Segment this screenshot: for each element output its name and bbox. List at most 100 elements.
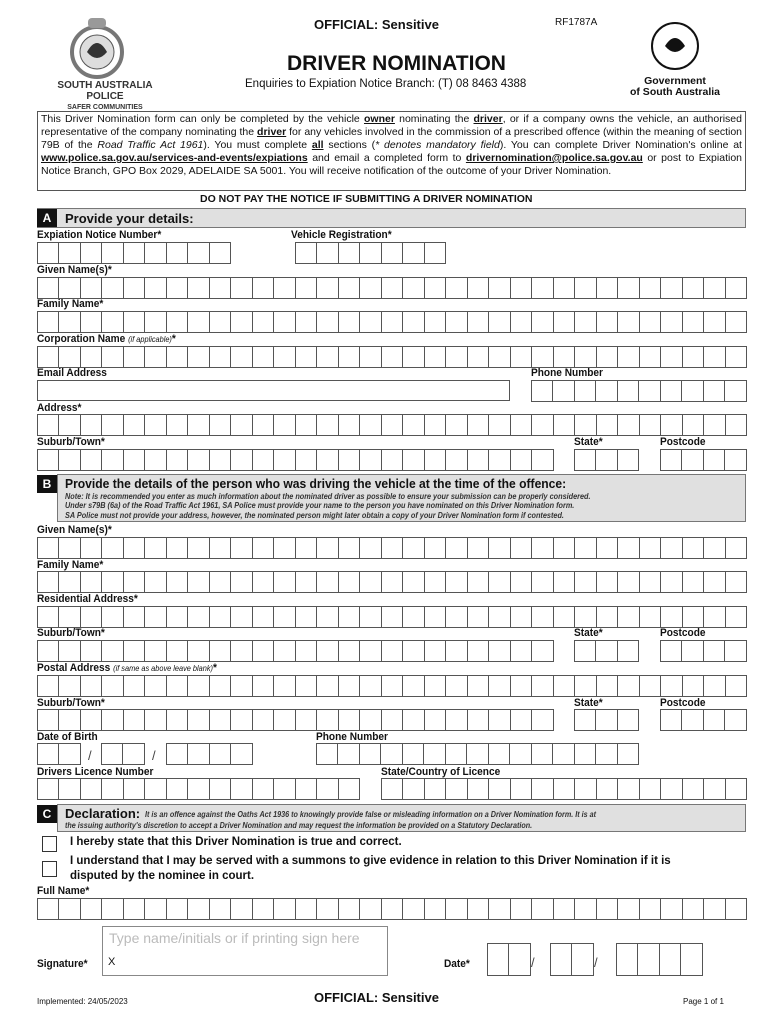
a-given-names-cell[interactable] [337, 277, 361, 299]
b-postal-cell[interactable] [552, 675, 576, 697]
a-address-cell[interactable] [574, 414, 597, 436]
a-address-cell[interactable] [724, 414, 747, 436]
a-corporation-name-cell[interactable] [58, 346, 81, 368]
b-licence-cell[interactable] [294, 778, 318, 800]
b-licence-state-cell[interactable] [660, 778, 683, 800]
b-licence-cell[interactable] [273, 778, 296, 800]
a-suburb-cell[interactable] [531, 449, 554, 471]
b-postal-cell[interactable] [531, 675, 554, 697]
a-address-cell[interactable] [37, 414, 60, 436]
a-corporation-name-cell[interactable] [445, 346, 468, 368]
a-state-cell[interactable] [595, 449, 618, 471]
b-suburb-2-cell[interactable] [509, 709, 533, 731]
b-postcode-cell[interactable] [660, 640, 683, 662]
b-postal-cell[interactable] [445, 675, 468, 697]
a-address-cell[interactable] [359, 414, 382, 436]
b-postcode-cell[interactable] [681, 640, 704, 662]
email-link[interactable]: drivernomination@police.sa.gov.au [465, 152, 643, 164]
a-suburb-cell[interactable] [101, 449, 124, 471]
b-postal-cell[interactable] [337, 675, 361, 697]
b-given-names-cell[interactable] [531, 537, 554, 559]
b-family-name-cell[interactable] [402, 571, 425, 593]
b-given-names-cell[interactable] [703, 537, 726, 559]
a-family-name-cell[interactable] [101, 311, 124, 333]
b-state-cell[interactable] [616, 640, 640, 662]
b-given-names-cell[interactable] [681, 537, 705, 559]
b-phone-cell[interactable] [358, 743, 382, 765]
b-family-name-cell[interactable] [531, 571, 554, 593]
a-given-names-cell[interactable] [552, 277, 576, 299]
b-given-names-cell[interactable] [509, 537, 533, 559]
c-full-name-cell[interactable] [724, 898, 747, 920]
a-address-cell[interactable] [617, 414, 640, 436]
a-family-name-cell[interactable] [251, 311, 275, 333]
b-residential-cell[interactable] [509, 606, 533, 628]
a-corporation-name-cell[interactable] [337, 346, 361, 368]
vehicle-rego-cell[interactable] [295, 242, 318, 264]
c-date-year-cell[interactable] [658, 943, 682, 976]
a-given-names-cell[interactable] [724, 277, 747, 299]
c-full-name-cell[interactable] [251, 898, 275, 920]
c-full-name-cell[interactable] [509, 898, 533, 920]
b-suburb-cell[interactable] [101, 640, 124, 662]
b-postal-cell[interactable] [380, 675, 404, 697]
a-corporation-name-cell[interactable] [509, 346, 533, 368]
b-residential-cell[interactable] [552, 606, 576, 628]
b-family-name-cell[interactable] [79, 571, 103, 593]
a-corporation-name-cell[interactable] [144, 346, 167, 368]
a-address-cell[interactable] [552, 414, 576, 436]
b-residential-cell[interactable] [380, 606, 404, 628]
b-phone-cell[interactable] [509, 743, 532, 765]
c-date-day-cell[interactable] [487, 943, 510, 976]
b-residential-cell[interactable] [724, 606, 747, 628]
b-phone-cell[interactable] [316, 743, 339, 765]
b-family-name-cell[interactable] [251, 571, 275, 593]
a-address-cell[interactable] [165, 414, 189, 436]
a-phone-cell[interactable] [573, 380, 597, 402]
c-full-name-cell[interactable] [660, 898, 683, 920]
b-residential-cell[interactable] [595, 606, 619, 628]
a-address-cell[interactable] [466, 414, 490, 436]
c-date-day-cell[interactable] [508, 943, 531, 976]
b-family-name-cell[interactable] [122, 571, 146, 593]
a-family-name-cell[interactable] [359, 311, 382, 333]
c-full-name-cell[interactable] [703, 898, 726, 920]
b-suburb-2-cell[interactable] [101, 709, 124, 731]
a-given-names-cell[interactable] [101, 277, 124, 299]
b-state-cell[interactable] [574, 640, 597, 662]
a-address-cell[interactable] [144, 414, 167, 436]
a-given-names-cell[interactable] [251, 277, 275, 299]
b-given-names-cell[interactable] [574, 537, 597, 559]
b-licence-state-cell[interactable] [402, 778, 425, 800]
b-given-names-cell[interactable] [466, 537, 490, 559]
a-suburb-cell[interactable] [165, 449, 189, 471]
b-residential-cell[interactable] [165, 606, 189, 628]
b-licence-state-cell[interactable] [552, 778, 576, 800]
a-family-name-cell[interactable] [122, 311, 146, 333]
a-given-names-cell[interactable] [617, 277, 640, 299]
expiation-number-cell[interactable] [165, 242, 189, 264]
b-given-names-cell[interactable] [316, 537, 339, 559]
b-suburb-2-cell[interactable] [466, 709, 490, 731]
a-family-name-cell[interactable] [660, 311, 683, 333]
b-suburb-cell[interactable] [531, 640, 554, 662]
b-suburb-cell[interactable] [122, 640, 146, 662]
a-phone-cell[interactable] [531, 380, 554, 402]
a-suburb-cell[interactable] [37, 449, 60, 471]
b-family-name-cell[interactable] [595, 571, 619, 593]
a-address-cell[interactable] [402, 414, 425, 436]
b-licence-cell[interactable] [187, 778, 210, 800]
b-postal-cell[interactable] [58, 675, 81, 697]
a-corporation-name-cell[interactable] [101, 346, 124, 368]
a-given-names-cell[interactable] [37, 277, 60, 299]
b-residential-cell[interactable] [273, 606, 296, 628]
b-suburb-2-cell[interactable] [273, 709, 296, 731]
c-full-name-cell[interactable] [595, 898, 619, 920]
b-licence-cell[interactable] [230, 778, 253, 800]
b-suburb-2-cell[interactable] [337, 709, 361, 731]
a-suburb-cell[interactable] [402, 449, 425, 471]
a-corporation-name-cell[interactable] [79, 346, 103, 368]
b-licence-state-cell[interactable] [509, 778, 533, 800]
b-suburb-2-cell[interactable] [359, 709, 382, 731]
b-phone-cell[interactable] [444, 743, 468, 765]
